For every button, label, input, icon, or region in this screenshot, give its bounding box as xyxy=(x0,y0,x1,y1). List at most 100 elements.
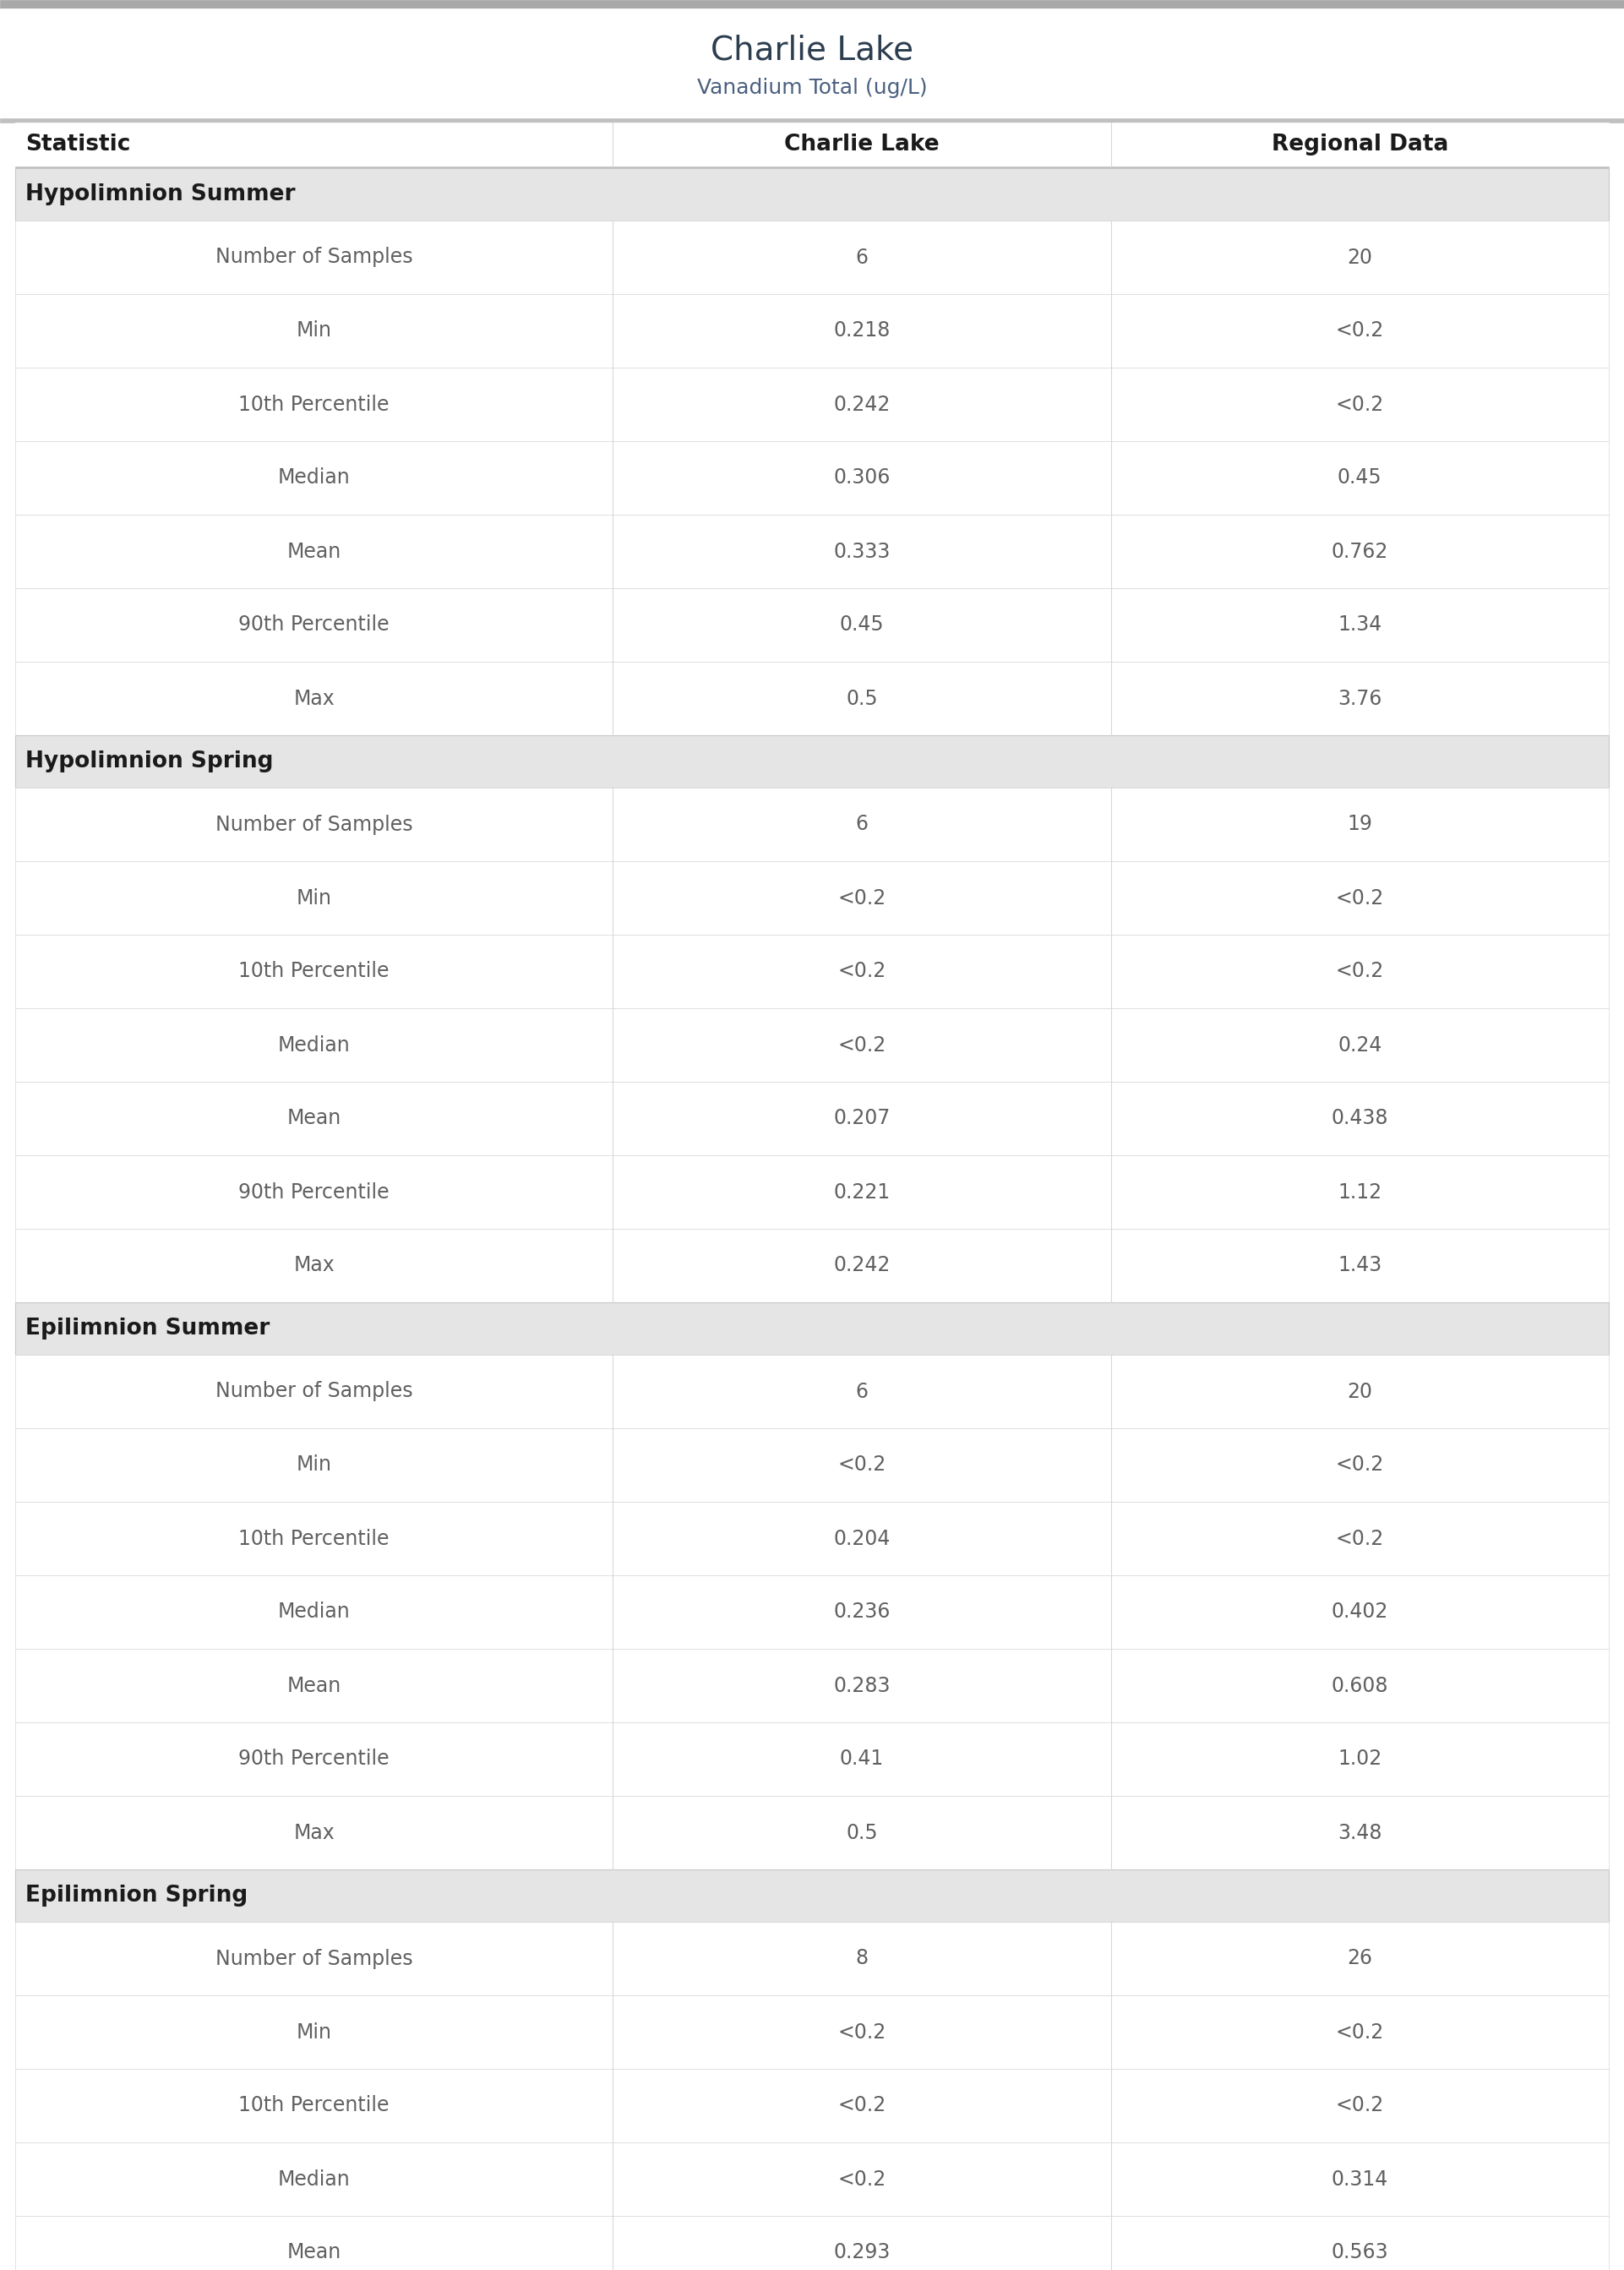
Text: 0.242: 0.242 xyxy=(833,1255,890,1276)
Text: <0.2: <0.2 xyxy=(838,2170,887,2188)
Text: Number of Samples: Number of Samples xyxy=(216,815,412,835)
Text: 0.41: 0.41 xyxy=(840,1748,883,1768)
Text: 90th Percentile: 90th Percentile xyxy=(239,1748,390,1768)
Bar xyxy=(15,1428,1609,1503)
Text: Number of Samples: Number of Samples xyxy=(216,1948,412,1968)
Text: Min: Min xyxy=(296,1455,331,1476)
Text: Mean: Mean xyxy=(287,2243,341,2263)
Bar xyxy=(15,1648,1609,1723)
Text: 3.76: 3.76 xyxy=(1338,688,1382,708)
Text: 1.02: 1.02 xyxy=(1338,1748,1382,1768)
Bar xyxy=(15,588,1609,663)
Text: 6: 6 xyxy=(856,815,869,835)
Text: 0.333: 0.333 xyxy=(833,540,890,561)
Text: 0.45: 0.45 xyxy=(840,615,883,636)
Bar xyxy=(15,515,1609,588)
Text: 0.45: 0.45 xyxy=(1338,468,1382,488)
Text: Min: Min xyxy=(296,320,331,340)
Text: <0.2: <0.2 xyxy=(838,2095,887,2116)
Bar xyxy=(15,220,1609,295)
Bar xyxy=(15,1355,1609,1428)
Text: <0.2: <0.2 xyxy=(1335,2095,1384,2116)
Text: 8: 8 xyxy=(856,1948,869,1968)
Text: 0.283: 0.283 xyxy=(833,1675,890,1696)
Text: 3.48: 3.48 xyxy=(1338,1823,1382,1843)
Text: Mean: Mean xyxy=(287,1675,341,1696)
Bar xyxy=(15,1995,1609,2068)
Text: 90th Percentile: 90th Percentile xyxy=(239,615,390,636)
Bar xyxy=(15,168,1609,220)
Text: <0.2: <0.2 xyxy=(838,888,887,908)
Text: 10th Percentile: 10th Percentile xyxy=(239,1528,390,1548)
Text: 1.34: 1.34 xyxy=(1338,615,1382,636)
Text: 0.5: 0.5 xyxy=(846,688,877,708)
Text: Epilimnion Summer: Epilimnion Summer xyxy=(26,1317,270,1339)
Text: 0.402: 0.402 xyxy=(1332,1603,1389,1623)
Text: Median: Median xyxy=(278,2170,351,2188)
Text: 10th Percentile: 10th Percentile xyxy=(239,960,390,981)
Text: Epilimnion Spring: Epilimnion Spring xyxy=(26,1884,248,1907)
Text: <0.2: <0.2 xyxy=(838,1455,887,1476)
Text: Charlie Lake: Charlie Lake xyxy=(784,134,939,157)
Text: 0.293: 0.293 xyxy=(833,2243,890,2263)
Bar xyxy=(15,860,1609,935)
Text: Vanadium Total (ug/L): Vanadium Total (ug/L) xyxy=(697,77,927,98)
Text: Number of Samples: Number of Samples xyxy=(216,247,412,268)
Text: Max: Max xyxy=(294,1255,335,1276)
Text: 19: 19 xyxy=(1348,815,1372,835)
Text: <0.2: <0.2 xyxy=(1335,320,1384,340)
Text: 90th Percentile: 90th Percentile xyxy=(239,1183,390,1203)
Bar xyxy=(0,118,1624,123)
Text: <0.2: <0.2 xyxy=(1335,1455,1384,1476)
Text: Charlie Lake: Charlie Lake xyxy=(711,34,913,66)
Text: 0.438: 0.438 xyxy=(1332,1108,1389,1128)
Text: 26: 26 xyxy=(1348,1948,1372,1968)
Text: Regional Data: Regional Data xyxy=(1272,134,1449,157)
Bar xyxy=(15,1228,1609,1303)
Text: Min: Min xyxy=(296,2023,331,2043)
Text: Mean: Mean xyxy=(287,1108,341,1128)
Text: 0.242: 0.242 xyxy=(833,395,890,415)
Bar xyxy=(15,1575,1609,1648)
Bar xyxy=(15,788,1609,860)
Bar xyxy=(15,2068,1609,2143)
Bar xyxy=(15,295,1609,368)
Text: 0.221: 0.221 xyxy=(833,1183,890,1203)
Bar xyxy=(15,1923,1609,1995)
Bar xyxy=(0,9,1624,118)
Bar xyxy=(15,1008,1609,1083)
Text: 1.43: 1.43 xyxy=(1338,1255,1382,1276)
Text: 0.314: 0.314 xyxy=(1332,2170,1389,2188)
Text: Number of Samples: Number of Samples xyxy=(216,1382,412,1401)
Text: <0.2: <0.2 xyxy=(1335,888,1384,908)
Text: <0.2: <0.2 xyxy=(1335,1528,1384,1548)
Text: 20: 20 xyxy=(1348,1382,1372,1401)
Text: 0.762: 0.762 xyxy=(1332,540,1389,561)
Text: 0.24: 0.24 xyxy=(1338,1035,1382,1056)
Text: 0.5: 0.5 xyxy=(846,1823,877,1843)
Text: 0.207: 0.207 xyxy=(833,1108,890,1128)
Text: 10th Percentile: 10th Percentile xyxy=(239,395,390,415)
Text: 20: 20 xyxy=(1348,247,1372,268)
Bar xyxy=(15,2143,1609,2216)
Text: Median: Median xyxy=(278,1035,351,1056)
Bar xyxy=(15,1503,1609,1575)
Bar xyxy=(15,1083,1609,1155)
Text: Max: Max xyxy=(294,688,335,708)
Text: Hypolimnion Summer: Hypolimnion Summer xyxy=(26,184,296,204)
Bar xyxy=(15,1303,1609,1355)
Text: <0.2: <0.2 xyxy=(1335,395,1384,415)
Text: 1.12: 1.12 xyxy=(1338,1183,1382,1203)
Text: Min: Min xyxy=(296,888,331,908)
Bar xyxy=(15,1796,1609,1870)
Text: 0.218: 0.218 xyxy=(833,320,890,340)
Text: 0.236: 0.236 xyxy=(833,1603,890,1623)
Text: <0.2: <0.2 xyxy=(838,2023,887,2043)
Bar xyxy=(0,0,1624,9)
Text: 0.608: 0.608 xyxy=(1332,1675,1389,1696)
Text: 0.306: 0.306 xyxy=(833,468,890,488)
Text: <0.2: <0.2 xyxy=(1335,960,1384,981)
Text: Median: Median xyxy=(278,1603,351,1623)
Text: Mean: Mean xyxy=(287,540,341,561)
Text: <0.2: <0.2 xyxy=(1335,2023,1384,2043)
